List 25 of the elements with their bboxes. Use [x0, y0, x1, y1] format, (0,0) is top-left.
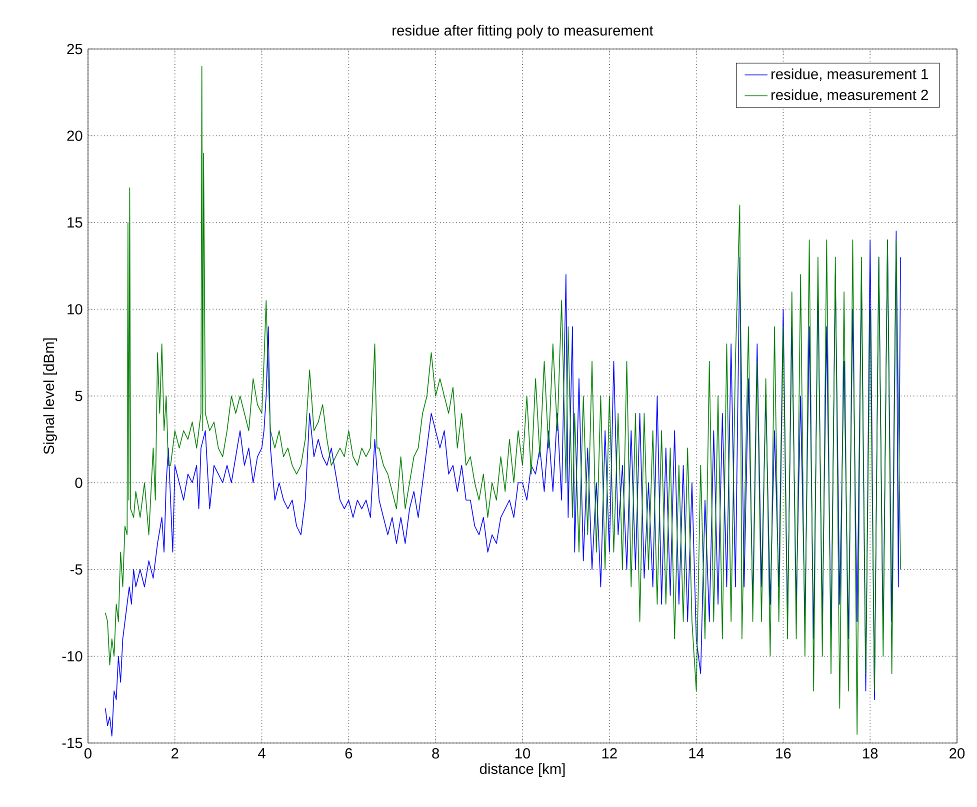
- x-tick-label: 6: [345, 748, 352, 759]
- x-tick-label: 18: [863, 748, 878, 759]
- y-axis-title: Signal level [dBm]: [43, 338, 57, 454]
- legend-label: residue, measurement 2: [772, 89, 928, 102]
- chart-title: residue after fitting poly to measurement: [392, 24, 654, 38]
- y-tick-label: 25: [67, 44, 82, 54]
- x-tick-label: 2: [172, 748, 178, 758]
- x-tick-label: 14: [689, 748, 704, 758]
- y-tick-label: 15: [68, 217, 82, 228]
- x-tick-label: 0: [84, 748, 92, 759]
- legend-label: residue, measurement 1: [772, 68, 928, 81]
- y-tick-label: 5: [75, 390, 82, 402]
- y-tick-label: 0: [75, 478, 82, 488]
- y-tick-label: -5: [70, 564, 82, 575]
- y-tick-label: 20: [67, 130, 82, 141]
- y-tick-label: -10: [62, 651, 82, 662]
- x-axis-title: distance [km]: [480, 763, 565, 777]
- x-tick-label: 8: [432, 748, 440, 759]
- x-tick-label: 4: [258, 748, 266, 758]
- y-tick-label: 10: [68, 304, 82, 314]
- x-tick-label: 16: [776, 748, 791, 759]
- x-tick-label: 12: [602, 748, 617, 758]
- x-tick-label: 20: [950, 748, 965, 759]
- x-tick-label: 10: [515, 748, 530, 759]
- y-tick-label: -15: [62, 738, 82, 748]
